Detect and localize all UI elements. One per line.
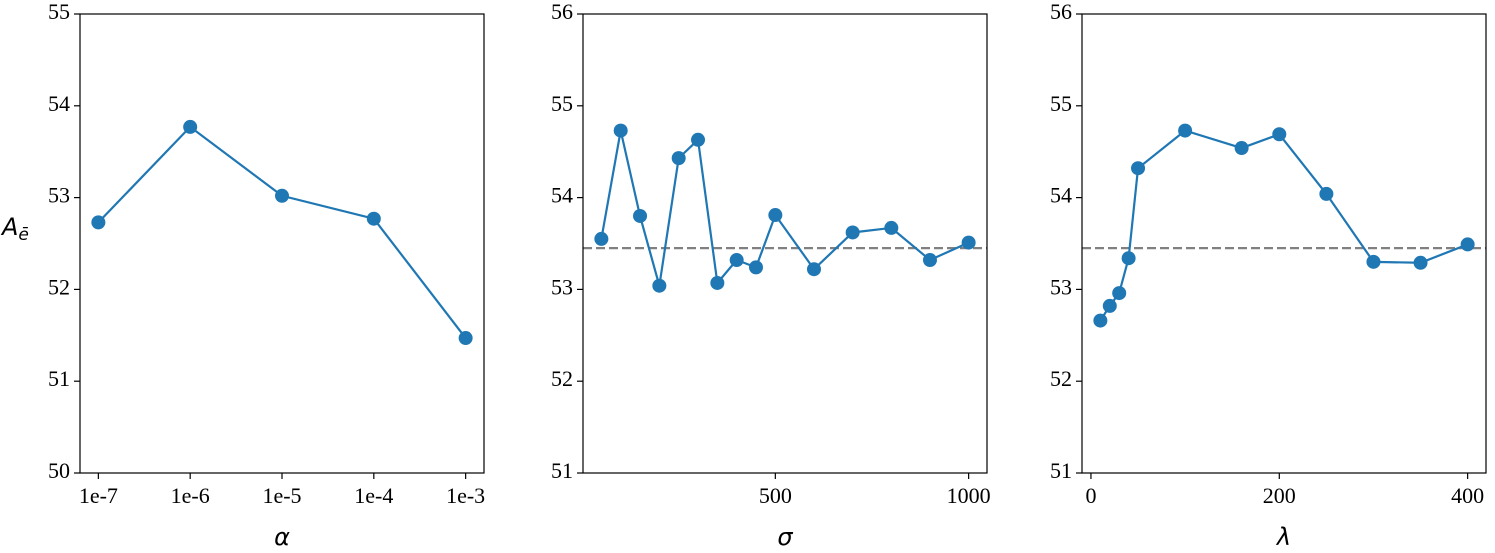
y-axis-label-sub: ē: [18, 225, 28, 245]
data-point: [729, 253, 744, 268]
y-tick-label: 53: [48, 183, 70, 208]
y-tick-label: 52: [1050, 366, 1072, 391]
y-axis-label-main: A: [0, 213, 18, 241]
x-tick-label: 1e-4: [354, 483, 393, 508]
data-point: [613, 123, 628, 138]
data-point: [749, 260, 764, 275]
data-point: [1272, 127, 1287, 142]
data-point: [671, 151, 686, 166]
data-point: [633, 208, 648, 223]
x-tick-label: 1000: [947, 483, 991, 508]
plot-frame: [79, 13, 485, 474]
data-point: [691, 132, 706, 147]
data-point: [768, 208, 783, 223]
x-tick-label: 1e-7: [79, 483, 118, 508]
data-point: [366, 211, 381, 226]
data-point: [1112, 286, 1127, 301]
x-axis-label: σ: [777, 523, 793, 551]
y-tick-label: 56: [551, 0, 573, 24]
data-point: [458, 331, 473, 346]
x-tick-label: 1e-3: [446, 483, 485, 508]
y-axis-label: Aē: [0, 213, 29, 245]
y-tick-label: 53: [1050, 274, 1072, 299]
x-axis-label: λ: [1275, 523, 1291, 551]
data-point: [806, 262, 821, 277]
y-tick-label: 52: [551, 366, 573, 391]
y-tick-label: 51: [48, 366, 70, 391]
data-point: [845, 225, 860, 240]
data-point: [1121, 251, 1136, 266]
y-tick-label: 53: [551, 274, 573, 299]
data-point: [1319, 186, 1334, 201]
data-point: [1366, 254, 1381, 269]
data-point: [183, 119, 198, 134]
series-line: [1099, 129, 1469, 322]
x-tick-label: 0: [1085, 483, 1096, 508]
data-point: [652, 278, 667, 293]
data-point: [961, 235, 976, 250]
x-tick-label: 1e-6: [171, 483, 210, 508]
y-tick-label: 55: [48, 0, 70, 24]
plot-frame: [1081, 13, 1487, 474]
y-tick-label: 50: [48, 458, 70, 483]
y-tick-label: 54: [1050, 183, 1072, 208]
y-tick-label: 51: [1050, 458, 1072, 483]
data-point: [884, 220, 899, 235]
data-point: [1234, 141, 1249, 156]
y-tick-label: 52: [48, 274, 70, 299]
data-point: [1413, 255, 1428, 270]
data-point: [275, 188, 289, 203]
y-tick-label: 56: [1050, 0, 1072, 24]
y-tick-label: 54: [48, 91, 70, 116]
series-line: [97, 125, 467, 339]
x-tick-label: 400: [1451, 483, 1484, 508]
data-point: [922, 253, 937, 268]
x-tick-label: 200: [1263, 483, 1296, 508]
data-point: [1178, 123, 1193, 138]
data-point: [1131, 161, 1146, 176]
x-tick-label: 1e-5: [262, 483, 301, 508]
x-tick-label: 500: [759, 483, 792, 508]
data-point: [710, 275, 725, 290]
y-tick-label: 51: [551, 458, 573, 483]
data-point: [1093, 313, 1108, 328]
series-line: [600, 130, 970, 287]
y-tick-label: 54: [551, 183, 573, 208]
data-point: [594, 231, 609, 246]
y-tick-label: 55: [1050, 91, 1072, 116]
data-point: [1102, 298, 1117, 313]
data-point: [1460, 237, 1475, 252]
plot-frame: [582, 13, 988, 474]
data-point: [91, 215, 106, 230]
x-axis-label: α: [274, 523, 290, 551]
y-tick-label: 55: [551, 91, 573, 116]
